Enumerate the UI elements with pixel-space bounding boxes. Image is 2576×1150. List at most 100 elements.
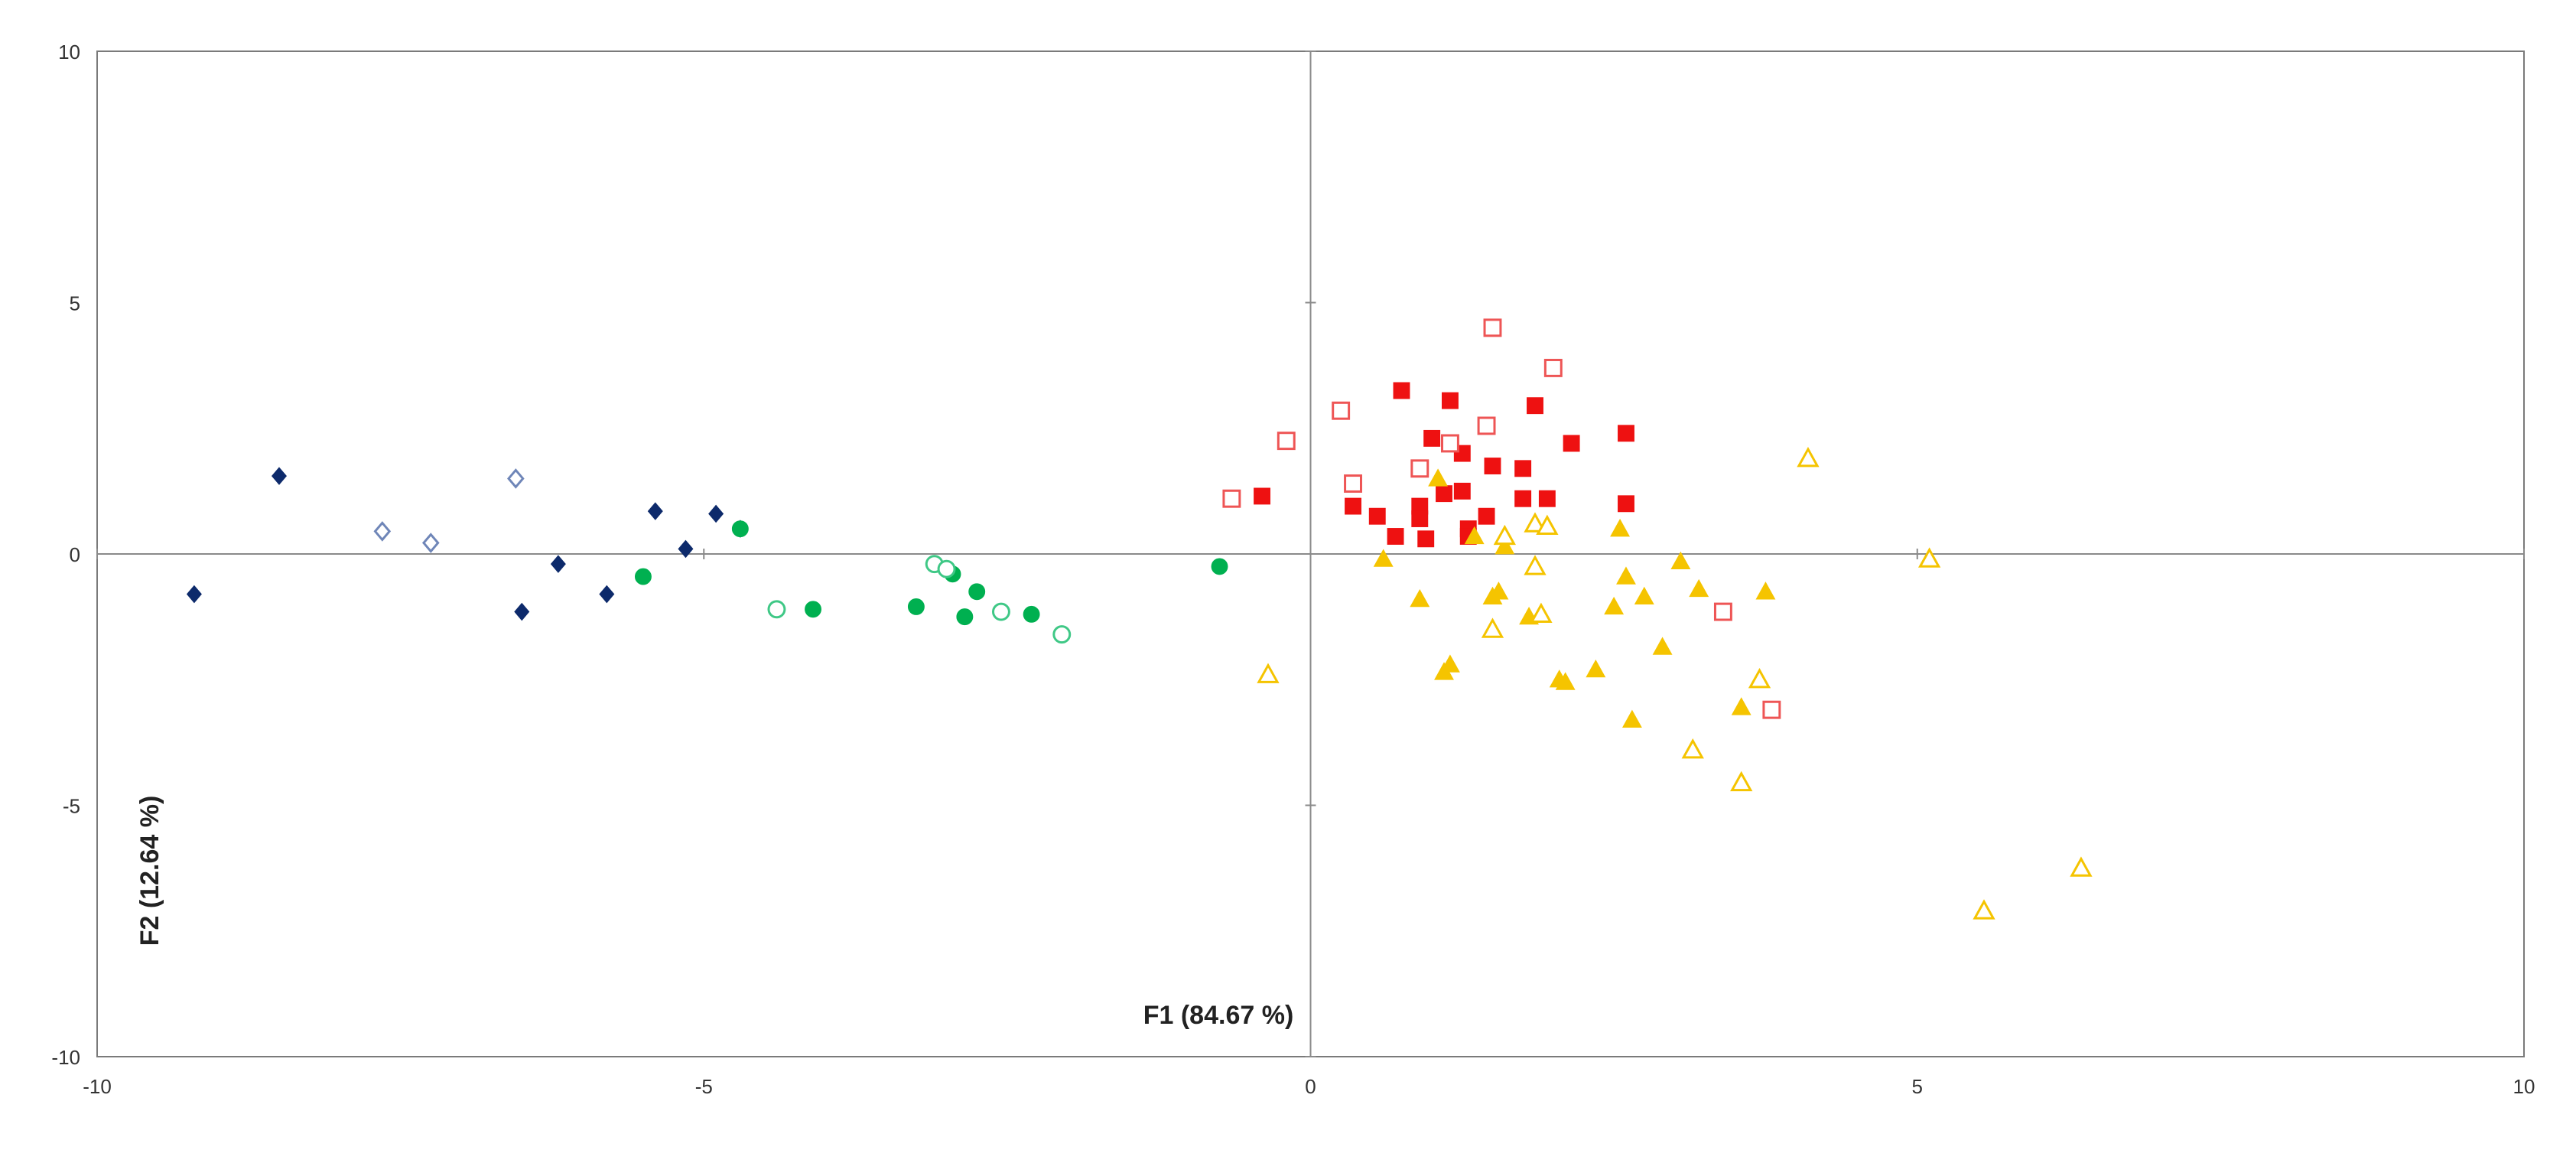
- hollow-triangle-point: [1257, 663, 1280, 683]
- hollow-square-point: [1410, 459, 1429, 478]
- hollow-diamond-point: [507, 468, 525, 489]
- filled-diamond-point: [186, 585, 202, 604]
- y-tick-label: 10: [58, 41, 80, 64]
- filled-diamond-point: [514, 602, 530, 621]
- filled-circle-point: [968, 583, 986, 601]
- filled-square-point: [1538, 490, 1556, 507]
- filled-triangle-point: [1634, 586, 1654, 605]
- filled-triangle-point: [1731, 697, 1751, 715]
- hollow-square-point: [1713, 602, 1732, 621]
- x-tick-label: 0: [1305, 1075, 1316, 1098]
- filled-square-point: [1436, 485, 1452, 503]
- filled-square-point: [1618, 495, 1634, 513]
- filled-diamond-point: [647, 502, 663, 520]
- y-tick-label: 0: [70, 543, 80, 566]
- filled-square-point: [1618, 425, 1634, 442]
- filled-triangle-point: [1488, 582, 1509, 600]
- hollow-triangle-point: [1493, 524, 1516, 546]
- hollow-triangle-point: [1681, 738, 1704, 759]
- filled-triangle-point: [1604, 596, 1625, 615]
- hollow-triangle-point: [1730, 770, 1753, 792]
- filled-triangle-point: [1616, 566, 1636, 585]
- filled-diamond-point: [599, 585, 615, 604]
- filled-triangle-point: [1621, 709, 1642, 728]
- filled-triangle-point: [1586, 659, 1606, 678]
- filled-circle-point: [805, 601, 821, 618]
- hollow-triangle-point: [1797, 446, 1820, 467]
- hollow-square-point: [1483, 318, 1502, 337]
- filled-circle-point: [1023, 605, 1040, 623]
- x-tick-label: -10: [83, 1075, 112, 1098]
- tick-marks: [96, 50, 2525, 1057]
- hollow-triangle-point: [1536, 514, 1559, 536]
- hollow-triangle-point: [1530, 602, 1553, 624]
- filled-triangle-point: [1464, 526, 1485, 545]
- filled-diamond-point: [708, 504, 724, 523]
- filled-diamond-point: [271, 467, 287, 485]
- hollow-triangle-point: [1917, 547, 1941, 568]
- filled-triangle-point: [1610, 519, 1631, 537]
- x-axis-title: F1 (84.67 %): [1143, 1001, 1294, 1030]
- x-tick-label: 10: [2513, 1075, 2535, 1098]
- filled-square-point: [1478, 507, 1495, 525]
- y-tick-label: 5: [70, 292, 80, 315]
- hollow-square-point: [1277, 432, 1296, 451]
- filled-square-point: [1514, 460, 1532, 477]
- filled-triangle-point: [1670, 551, 1691, 570]
- y-tick-label: -5: [63, 795, 80, 818]
- filled-square-point: [1514, 490, 1532, 507]
- filled-triangle-point: [1689, 578, 1709, 598]
- x-axis-tick-labels: -10 -5 0 5 10: [83, 1075, 2535, 1098]
- hollow-diamond-point: [373, 521, 392, 542]
- filled-circle-point: [634, 568, 652, 585]
- hollow-square-point: [1222, 489, 1241, 508]
- filled-diamond-point: [550, 555, 566, 573]
- filled-square-point: [1368, 507, 1386, 525]
- filled-square-point: [1387, 528, 1404, 545]
- hollow-triangle-point: [1973, 899, 1995, 920]
- data-points: [186, 318, 2093, 920]
- y-tick-label: -10: [51, 1046, 80, 1069]
- hollow-triangle-point: [2070, 856, 2093, 877]
- filled-triangle-point: [1373, 549, 1394, 567]
- filled-triangle-point: [1439, 654, 1460, 673]
- hollow-circle-point: [937, 559, 956, 578]
- filled-square-point: [1411, 510, 1429, 527]
- filled-triangle-point: [1410, 589, 1430, 608]
- filled-triangle-point: [1652, 637, 1673, 655]
- hollow-square-point: [1440, 434, 1459, 453]
- hollow-triangle-point: [1748, 668, 1771, 689]
- filled-triangle-point: [1428, 468, 1449, 487]
- hollow-square-point: [1543, 358, 1563, 377]
- hollow-square-point: [1332, 401, 1351, 420]
- filled-circle-point: [1211, 558, 1228, 575]
- y-axis-title: F2 (12.64 %): [135, 796, 164, 946]
- hollow-square-point: [1477, 416, 1496, 435]
- x-tick-label: -5: [695, 1075, 713, 1098]
- filled-square-point: [1393, 382, 1410, 399]
- hollow-square-point: [1762, 700, 1781, 719]
- filled-triangle-point: [1755, 582, 1776, 600]
- filled-square-point: [1527, 397, 1543, 415]
- y-axis-tick-labels: 10 5 0 -5 -10: [51, 41, 80, 1069]
- hollow-triangle-point: [1524, 555, 1547, 575]
- filled-square-point: [1423, 429, 1441, 447]
- filled-square-point: [1484, 458, 1501, 474]
- filled-circle-point: [731, 520, 749, 538]
- hollow-triangle-point: [1524, 512, 1547, 533]
- hollow-circle-point: [767, 600, 786, 619]
- filled-triangle-point: [1555, 672, 1576, 690]
- hollow-circle-point: [1052, 625, 1072, 644]
- hollow-diamond-point: [421, 533, 440, 553]
- hollow-triangle-point: [1481, 617, 1504, 638]
- filled-square-point: [1563, 435, 1580, 452]
- hollow-square-point: [1344, 474, 1362, 493]
- filled-diamond-point: [678, 539, 694, 559]
- filled-square-point: [1441, 392, 1459, 409]
- filled-square-point: [1417, 530, 1435, 548]
- hollow-circle-point: [991, 602, 1010, 621]
- filled-square-point: [1254, 487, 1270, 505]
- x-tick-label: 5: [1912, 1075, 1923, 1098]
- filled-square-point: [1345, 497, 1361, 515]
